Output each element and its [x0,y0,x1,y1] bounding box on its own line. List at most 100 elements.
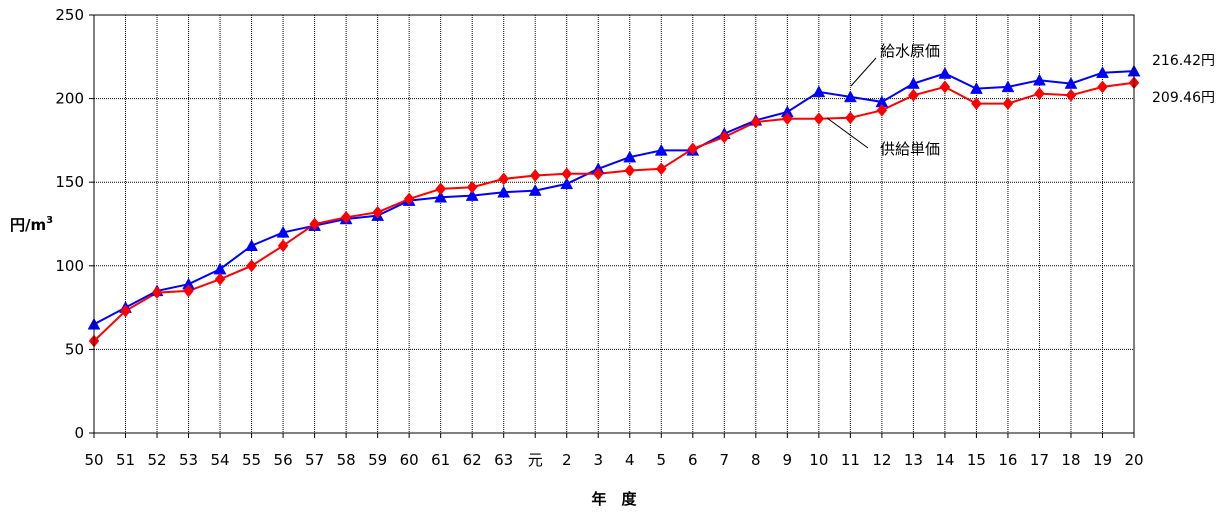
x-tick-label: 60 [400,451,419,469]
series-2-point [813,112,825,126]
y-tick-label: 150 [55,173,84,191]
series-2-point [908,88,919,102]
x-tick-label: 13 [904,451,923,469]
x-tick-label: 62 [463,451,482,469]
series-1-point [1001,80,1015,93]
series-line-2 [93,81,1135,342]
x-tick-label: 55 [242,451,261,469]
series-2-point [845,111,856,125]
x-tick-label: 19 [1093,451,1112,469]
series-line-1 [93,70,1135,326]
x-tick-label: 57 [305,451,324,469]
series-2-point [876,103,888,117]
series-2-point [340,210,352,224]
series-2-point [624,164,636,177]
x-axis-ticks: 50 51 52 53 54 55 56 57 58 59 60 61 62 63 元 2 3 4 5 6 7 8 9 10 1… [84,433,1144,469]
series-2-point [1034,87,1045,100]
series-2-point [782,112,793,126]
series-2-point [592,167,604,181]
plot-border [93,14,1135,434]
series-2-point [1065,88,1077,102]
series-1-point [434,190,448,203]
series-1-point [843,90,857,103]
x-tick-label: 3 [593,451,603,469]
series-2-point [466,180,478,194]
y-tick-label: 50 [65,340,84,358]
series-1-point [812,85,826,98]
series-2-point [120,304,131,318]
series-2-point [183,284,194,298]
plot-area [94,15,1134,433]
x-tick-label: 4 [625,451,635,469]
series-2-point [151,286,163,299]
series-2-point [309,217,320,231]
series-1-point [1096,66,1109,78]
x-tick-label: 63 [494,451,513,469]
series-label-kyusui-genka: 給水原価 [880,42,940,60]
x-tick-label: 6 [688,451,698,469]
series-2-point [403,192,415,206]
series-label-kyokyu-tanka: 供給単価 [880,140,940,158]
grid [94,15,1134,433]
series-2-point [750,115,762,129]
x-tick-label: 11 [841,451,860,469]
series-2-point [246,259,257,273]
series-2-point [372,205,383,219]
x-tick-label: 元 [528,451,543,469]
x-tick-label: 52 [147,451,166,469]
series-label-leader-1 [850,57,877,87]
x-tick-label: 10 [809,451,828,469]
series-1-point [465,189,479,201]
x-tick-label: 20 [1124,451,1143,469]
series-2-point [687,142,699,156]
series-1-point [276,225,290,238]
x-tick-label: 58 [337,451,356,469]
x-tick-label: 18 [1061,451,1080,469]
series-2-point [655,162,667,176]
x-tick-label: 2 [562,451,572,469]
x-axis-title: 年 度 [591,490,637,508]
y-tick-label: 250 [55,6,84,24]
series-1-point [497,185,511,198]
series-2-point [498,172,510,186]
x-tick-label: 9 [783,451,793,469]
series-markers [87,64,1141,348]
series-1-point [245,239,258,251]
x-tick-label: 54 [211,451,230,469]
x-tick-label: 5 [656,451,666,469]
y-tick-label: 200 [55,90,84,108]
series-1-point [623,150,637,163]
series-2-point [971,97,982,111]
series-2-point [1097,80,1108,94]
x-tick-label: 59 [368,451,387,469]
series-2-point [561,167,573,181]
series-2-point [1002,97,1014,111]
x-tick-label: 56 [274,451,293,469]
x-tick-label: 12 [872,451,891,469]
x-tick-label: 14 [935,451,954,469]
series-2-point [277,239,289,253]
x-tick-label: 51 [116,451,135,469]
series-label-leader-2 [826,117,869,149]
series-1-point [970,82,983,94]
y-tick-label: 100 [55,257,84,275]
x-tick-label: 7 [720,451,730,469]
series-1-point [1064,77,1078,89]
series-1-point [1033,73,1046,86]
x-tick-label: 15 [967,451,986,469]
series-2-point [529,169,541,182]
end-value-label-2: 209.46円 [1152,90,1215,106]
series-1-point [528,184,542,196]
series-2-point [435,182,446,196]
x-tick-label: 16 [998,451,1017,469]
series-1-point [654,143,668,156]
end-value-label-1: 216.42円 [1152,53,1215,69]
series-2-point [939,80,951,94]
series-lines [93,70,1135,342]
series-1-point [560,177,574,190]
series-2-point [718,130,730,144]
x-tick-label: 53 [179,451,198,469]
x-tick-label: 17 [1030,451,1049,469]
series-2-point [214,272,226,286]
